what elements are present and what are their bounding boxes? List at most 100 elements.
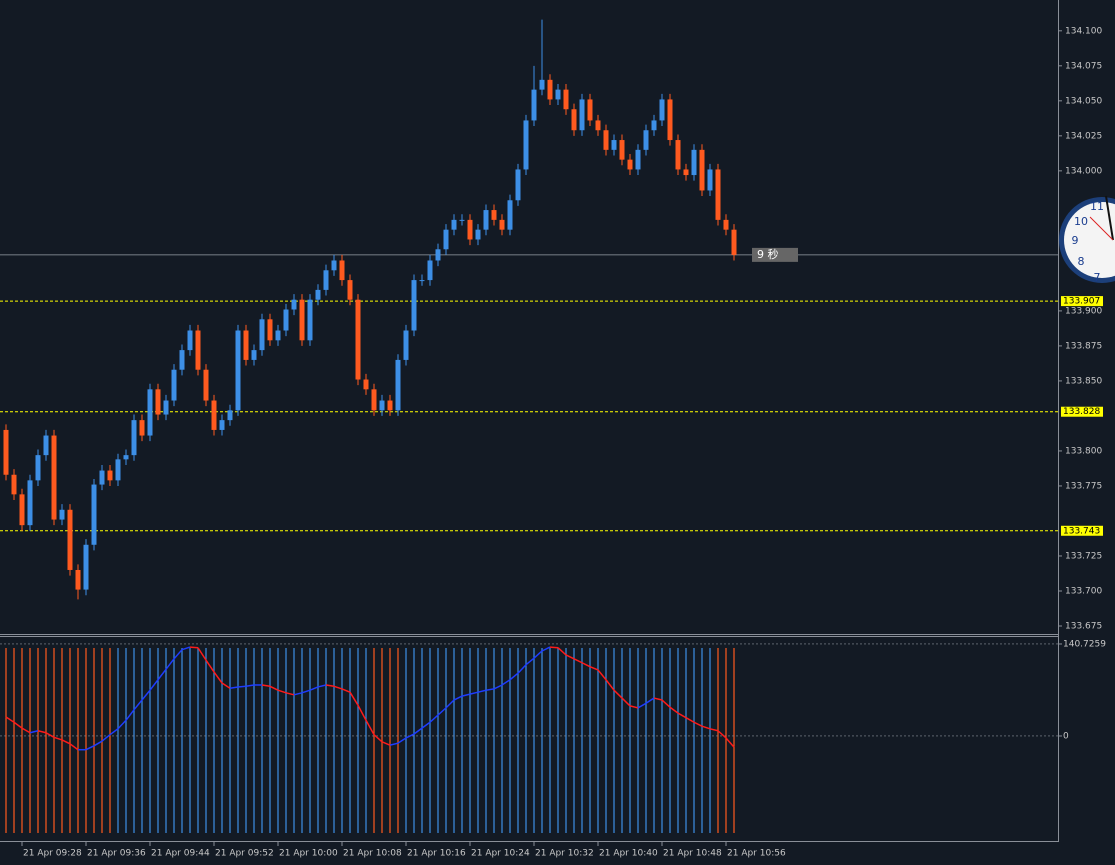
candle-body	[435, 249, 441, 261]
candle-body	[131, 420, 137, 456]
x-tick-label: 21 Apr 09:44	[151, 849, 210, 859]
oscillator-line	[141, 689, 151, 701]
candle-body	[539, 79, 545, 90]
oscillator-line	[309, 686, 319, 691]
candle-body	[667, 99, 673, 141]
candle-body	[627, 159, 633, 170]
oscillator-line	[709, 728, 719, 732]
clock-hand	[1105, 195, 1114, 241]
candle-body	[315, 289, 321, 300]
candle-body	[587, 99, 593, 121]
candle-body	[219, 420, 225, 430]
countdown-label: 9 秒	[757, 247, 779, 261]
oscillator-line	[613, 689, 623, 699]
candle-body	[395, 359, 401, 411]
candle-body	[243, 330, 249, 360]
oscillator-line	[669, 706, 679, 714]
oscillator-line	[173, 649, 183, 660]
oscillator-line	[157, 668, 167, 681]
candle-body	[675, 140, 681, 170]
oscillator-line	[373, 734, 383, 743]
candle-body	[195, 330, 201, 370]
oscillator-line	[285, 692, 295, 696]
level-label-box	[1061, 406, 1103, 417]
candle-body	[331, 260, 337, 271]
x-tick-label: 21 Apr 10:56	[727, 849, 786, 859]
candle-body	[427, 260, 433, 281]
candle-body	[283, 309, 289, 331]
candle-body	[443, 229, 449, 250]
oscillator-line	[501, 679, 511, 686]
oscillator-line	[685, 717, 695, 723]
candle-body	[43, 435, 49, 456]
candle-body	[3, 429, 9, 475]
oscillator-line	[677, 712, 687, 719]
oscillator-line	[61, 739, 71, 745]
candle-body	[227, 410, 233, 421]
y-tick-label: 0	[1063, 731, 1069, 741]
candle-body	[19, 494, 25, 526]
oscillator-line	[573, 658, 583, 664]
y-tick-label: 133.850	[1065, 376, 1102, 386]
level-label: 133.907	[1063, 297, 1100, 307]
candle-body	[339, 260, 345, 281]
oscillator-line	[557, 647, 567, 656]
oscillator-line	[461, 693, 471, 697]
candle-body	[467, 219, 473, 240]
x-tick-label: 21 Apr 10:16	[407, 849, 466, 859]
oscillator-line	[637, 702, 647, 709]
oscillator-line	[429, 714, 439, 723]
oscillator-line	[653, 697, 663, 701]
candle-body	[235, 330, 241, 411]
oscillator-line	[165, 658, 175, 670]
candle-body	[171, 369, 177, 401]
oscillator-line	[629, 705, 639, 709]
y-tick-label: 134.025	[1065, 131, 1102, 141]
candle-body	[99, 470, 105, 485]
candle-body	[51, 435, 57, 520]
candle-body	[691, 149, 697, 176]
oscillator-line	[565, 654, 575, 660]
candle-body	[163, 400, 169, 415]
oscillator-line	[365, 719, 375, 736]
oscillator-line	[53, 736, 63, 741]
candle-body	[619, 140, 625, 160]
oscillator-line	[301, 689, 311, 694]
clock-numeral: 10	[1074, 215, 1088, 228]
oscillator-line	[213, 671, 223, 684]
candle-body	[603, 130, 609, 150]
x-tick-label: 21 Apr 10:00	[279, 849, 338, 859]
candle-body	[707, 169, 713, 191]
y-tick-label: 133.675	[1065, 621, 1102, 631]
oscillator-line	[317, 684, 327, 688]
candle-body	[411, 280, 417, 331]
y-tick-label: 133.800	[1065, 446, 1102, 456]
candle-body	[523, 120, 529, 170]
oscillator-line	[21, 727, 31, 734]
clock-numeral: 7	[1094, 271, 1101, 284]
clock-hand	[1089, 216, 1114, 241]
oscillator-line	[717, 730, 727, 739]
candle-body	[139, 420, 145, 436]
candle-body	[179, 350, 185, 370]
candle-body	[731, 229, 737, 255]
x-tick-label: 21 Apr 09:52	[215, 849, 274, 859]
candle-body	[307, 299, 313, 341]
oscillator-line	[421, 721, 431, 729]
candle-body	[363, 379, 369, 390]
x-tick-label: 21 Apr 09:36	[87, 849, 146, 859]
y-tick-label: 133.725	[1065, 551, 1102, 561]
oscillator-line	[109, 728, 119, 736]
oscillator-line	[437, 707, 447, 716]
level-label-box	[1061, 296, 1103, 307]
candle-body	[459, 219, 465, 221]
candle-body	[659, 99, 665, 121]
y-tick-label: 134.000	[1065, 166, 1102, 176]
candle-body	[387, 400, 393, 411]
candle-body	[611, 140, 617, 150]
oscillator-line	[549, 646, 559, 649]
y-tick-label: 134.100	[1065, 26, 1102, 36]
candle-body	[723, 219, 729, 230]
oscillator-line	[101, 734, 111, 742]
